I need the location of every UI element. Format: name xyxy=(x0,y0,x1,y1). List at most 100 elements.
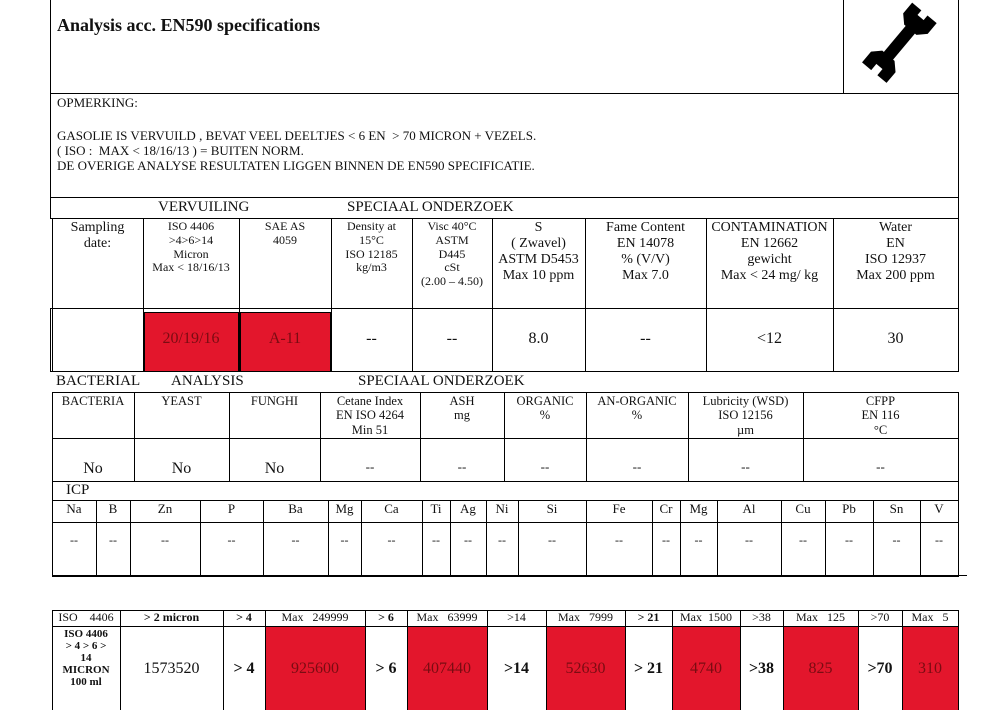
text: -- xyxy=(109,533,117,547)
text: V xyxy=(934,501,944,516)
header-text: Density at 15°C ISO 12185 kg/m3 xyxy=(331,219,412,306)
header-text: Visc 40°C ASTM D445 cSt (2.00 – 4.50) xyxy=(412,219,492,306)
text-line: ASH xyxy=(449,394,475,408)
text: -- xyxy=(498,533,506,547)
value-text: -- xyxy=(320,459,420,480)
text-line: Max 200 ppm xyxy=(856,268,935,284)
header-text: ISO 4406 >4>6>14 Micron Max < 18/16/13 xyxy=(143,219,239,306)
wrench-icon xyxy=(862,2,937,83)
text: 4740 xyxy=(690,660,722,677)
header-text: Ti xyxy=(422,501,450,520)
value-text: -- xyxy=(331,330,412,360)
header-text: Max 5 xyxy=(902,610,958,626)
value-text: -- xyxy=(422,533,450,552)
value-cell xyxy=(265,626,366,710)
header-text: Al xyxy=(717,501,781,520)
text: -- xyxy=(745,533,753,547)
text: > 6 xyxy=(378,610,394,624)
text: > 4 xyxy=(233,660,255,677)
header-text: YEAST xyxy=(134,394,229,436)
text-line: % xyxy=(539,408,551,423)
text-line: Density at xyxy=(347,219,396,233)
text-line: EN 116 xyxy=(861,408,900,423)
text: 30 xyxy=(887,330,904,347)
text-line: Max < 24 mg/ kg xyxy=(720,268,819,284)
text: -- xyxy=(892,533,901,547)
text: No xyxy=(264,460,285,477)
text: Na xyxy=(66,501,82,516)
header-text: CONTAMINATION EN 12662 gewicht Max < 24 mg/… xyxy=(706,220,833,306)
text-line: gewicht xyxy=(747,252,792,268)
text: -- xyxy=(340,533,349,547)
text-line: % xyxy=(631,408,643,423)
text-line: S xyxy=(534,220,543,235)
value-text: <12 xyxy=(706,330,833,360)
text-line: Max 10 ppm xyxy=(502,268,575,284)
header-text: Fe xyxy=(586,501,652,520)
icp-label: ICP xyxy=(66,482,89,499)
value-text: -- xyxy=(486,533,518,552)
header-text: P xyxy=(200,501,263,520)
icp-row xyxy=(52,481,959,501)
text: 52630 xyxy=(565,660,606,677)
text: -- xyxy=(876,459,885,474)
value-text: > 21 xyxy=(625,660,672,684)
text: >70 xyxy=(867,660,893,677)
text: GASOLIE IS VERVUILD , BEVAT VEEL DEELTJE… xyxy=(57,128,537,143)
text: Sn xyxy=(889,501,904,516)
text: SPECIAAL ONDERZOEK xyxy=(347,199,514,215)
header-text: Sn xyxy=(873,501,920,520)
remark-label: OPMERKING: xyxy=(57,95,138,110)
text: 8.0 xyxy=(528,330,549,347)
value-text: -- xyxy=(420,459,504,480)
text: >70 xyxy=(870,610,890,624)
header-text: B xyxy=(96,501,130,520)
text-line: ( Zwavel) xyxy=(511,236,566,252)
text-line: > 4 > 6 > xyxy=(65,640,107,653)
text: Mg xyxy=(335,501,354,516)
text-line: CFPP xyxy=(865,394,896,408)
header-text: CFPP EN 116 °C xyxy=(803,394,958,437)
text: -- xyxy=(845,533,853,547)
value-text: -- xyxy=(361,533,422,552)
text: > 21 xyxy=(637,610,660,624)
text: <12 xyxy=(756,330,783,347)
text: SPECIAAL ONDERZOEK xyxy=(358,373,525,389)
text-line: ISO 12937 xyxy=(864,252,927,268)
text: -- xyxy=(935,533,943,547)
text: Zn xyxy=(157,501,173,516)
text: B xyxy=(108,501,118,516)
text: -- xyxy=(366,330,377,347)
text-line: 15°C xyxy=(359,232,384,247)
text: -- xyxy=(70,533,78,547)
text: Ca xyxy=(384,501,399,516)
header-text: Max 63999 xyxy=(407,610,487,626)
header-text: ORGANIC% xyxy=(504,394,586,436)
header-text: Ni xyxy=(486,501,518,520)
text: -- xyxy=(227,533,236,547)
value-text: 1573520 xyxy=(120,660,223,684)
text: Ag xyxy=(460,501,476,516)
value-text: No xyxy=(134,460,229,480)
value-text: -- xyxy=(920,533,958,552)
edge xyxy=(50,308,53,372)
text: -- xyxy=(464,533,472,547)
text-line: AN-ORGANIC xyxy=(597,394,677,408)
group-label: SPECIAAL ONDERZOEK xyxy=(347,199,514,216)
rule xyxy=(52,575,967,576)
value-text: -- xyxy=(688,459,803,480)
value-text: -- xyxy=(328,533,361,552)
text: >38 xyxy=(748,660,775,677)
text-line: 14 xyxy=(80,652,92,665)
text: > 21 xyxy=(633,660,664,677)
header-text: S( Zwavel) ASTM D5453 Max 10 ppm xyxy=(492,220,585,306)
header-text: Cetane Index EN ISO 4264 Min 51 xyxy=(320,394,420,437)
text-line: Visc 40°C xyxy=(427,219,477,233)
value-cell xyxy=(920,522,959,577)
header-text: Pb xyxy=(825,501,873,520)
header-text: > 4 xyxy=(223,610,265,626)
value-text: -- xyxy=(586,459,688,480)
text: -- xyxy=(662,533,670,547)
header-text: Ag xyxy=(450,501,486,520)
header-text: AN-ORGANIC% xyxy=(586,394,688,436)
